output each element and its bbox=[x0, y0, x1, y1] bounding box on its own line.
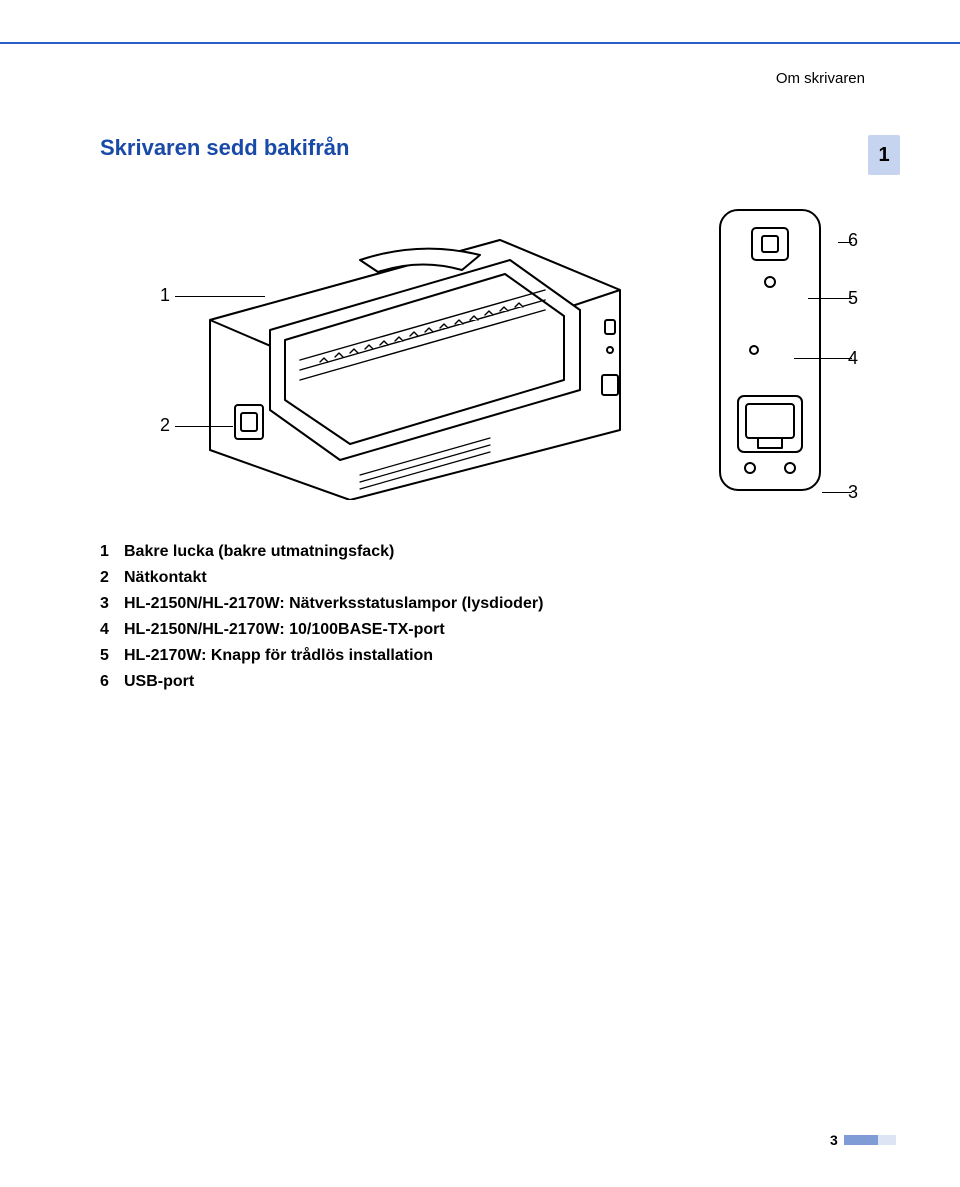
ports-panel-illustration bbox=[710, 200, 830, 500]
header-rule bbox=[0, 42, 960, 44]
legend-item: 1 Bakre lucka (bakre utmatningsfack) bbox=[100, 540, 860, 564]
printer-illustration bbox=[150, 200, 670, 500]
legend-text: HL-2170W: Knapp för trådlös installation bbox=[124, 644, 433, 668]
callout-6: 6 bbox=[848, 230, 858, 251]
page: Om skrivaren Skrivaren sedd bakifrån 1 bbox=[0, 0, 960, 1187]
callout-line-6 bbox=[838, 242, 852, 243]
chapter-badge: 1 bbox=[868, 135, 900, 175]
legend-number: 1 bbox=[100, 540, 124, 564]
legend-text: Nätkontakt bbox=[124, 566, 207, 590]
callout-1: 1 bbox=[160, 285, 170, 306]
legend-item: 5 HL-2170W: Knapp för trådlös installati… bbox=[100, 644, 860, 668]
header-section-label: Om skrivaren bbox=[776, 70, 865, 87]
legend-list: 1 Bakre lucka (bakre utmatningsfack) 2 N… bbox=[100, 540, 860, 696]
legend-item: 2 Nätkontakt bbox=[100, 566, 860, 590]
callout-line-2 bbox=[175, 426, 233, 427]
legend-text: Bakre lucka (bakre utmatningsfack) bbox=[124, 540, 394, 564]
callout-line-1 bbox=[175, 296, 265, 297]
legend-number: 3 bbox=[100, 592, 124, 616]
callout-line-3 bbox=[822, 492, 852, 493]
page-bar-light bbox=[878, 1135, 896, 1145]
figure: 1 2 6 5 4 3 bbox=[150, 200, 830, 520]
legend-text: USB-port bbox=[124, 670, 194, 694]
legend-item: 4 HL-2150N/HL-2170W: 10/100BASE-TX-port bbox=[100, 618, 860, 642]
legend-number: 2 bbox=[100, 566, 124, 590]
legend-number: 4 bbox=[100, 618, 124, 642]
page-number-bar: 3 bbox=[830, 1133, 900, 1147]
legend-text: HL-2150N/HL-2170W: 10/100BASE-TX-port bbox=[124, 618, 445, 642]
page-number: 3 bbox=[830, 1132, 838, 1148]
legend-text: HL-2150N/HL-2170W: Nätverksstatuslampor … bbox=[124, 592, 543, 616]
section-title: Skrivaren sedd bakifrån bbox=[100, 135, 349, 161]
callout-2: 2 bbox=[160, 415, 170, 436]
legend-item: 6 USB-port bbox=[100, 670, 860, 694]
legend-number: 6 bbox=[100, 670, 124, 694]
page-bar-dark bbox=[844, 1135, 878, 1145]
callout-line-5 bbox=[808, 298, 852, 299]
legend-number: 5 bbox=[100, 644, 124, 668]
callout-line-4 bbox=[794, 358, 852, 359]
legend-item: 3 HL-2150N/HL-2170W: Nätverksstatuslampo… bbox=[100, 592, 860, 616]
